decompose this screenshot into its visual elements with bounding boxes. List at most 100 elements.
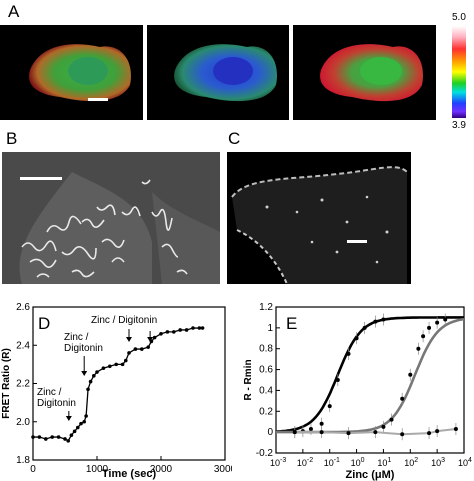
data-point [82, 419, 86, 424]
x-tick-label: 1000 [86, 464, 109, 475]
data-point [319, 430, 324, 435]
data-point [37, 435, 42, 439]
y-tick-label: -0.2 [256, 448, 274, 459]
y-tick-label: 1.8 [16, 455, 30, 466]
x-tick-exponent: 3 [441, 457, 445, 464]
data-point [159, 331, 163, 336]
x-tick-label: 102 [404, 457, 418, 468]
colorbar [452, 26, 466, 118]
data-point [95, 370, 99, 374]
data-point [362, 325, 367, 330]
data-point [427, 325, 432, 330]
cell-image [227, 152, 411, 284]
data-point [191, 326, 195, 330]
y-tick-label: 2.4 [16, 340, 30, 351]
panel-label-d: D [38, 314, 50, 333]
data-point [178, 328, 182, 332]
data-point [373, 319, 378, 324]
x-tick-exponent: -1 [334, 457, 340, 464]
data-point [197, 326, 202, 330]
data-point [308, 427, 313, 432]
data-point [146, 345, 150, 349]
fit-curve [275, 316, 464, 433]
annotation-label: Zinc / [37, 387, 62, 398]
x-tick-exponent: 1 [387, 457, 391, 464]
arrow-head [81, 371, 88, 376]
y-tick-label: 2.0 [16, 417, 30, 428]
data-point [408, 372, 413, 377]
x-tick-label: 100 [351, 457, 365, 468]
data-point [292, 430, 297, 435]
data-point [354, 336, 359, 341]
plot-frame [275, 306, 465, 454]
fret-image-1 [0, 25, 143, 120]
scale-bar [88, 98, 108, 101]
arrow-head [126, 337, 132, 342]
data-point [200, 326, 205, 330]
data-point [443, 317, 448, 322]
x-tick-exponent: 4 [468, 457, 472, 464]
data-point [346, 431, 351, 436]
data-point [421, 334, 426, 339]
x-tick-label: 0 [30, 464, 36, 475]
data-point [149, 339, 154, 344]
mitochondria-image [2, 152, 220, 284]
scale-bar [20, 177, 62, 180]
x-tick-label: 3000 [214, 464, 232, 475]
data-point [79, 421, 83, 426]
scale-bar [347, 240, 367, 243]
x-axis-label: Time (sec) [102, 468, 157, 480]
fret-image-2 [147, 25, 289, 120]
data-point [31, 435, 35, 439]
fret-image-3 [293, 25, 436, 120]
data-point [114, 362, 118, 367]
panel-label-e: E [286, 314, 297, 333]
fret-time-course-chart: 01000200030001.82.02.22.42.6 Zinc /Digit… [1, 302, 232, 480]
y-tick-label: 2.2 [16, 379, 30, 390]
data-point [172, 330, 176, 334]
panel-label-b: B [6, 129, 18, 148]
y-axis-label: R - Rmin [243, 359, 254, 400]
y-axis-label: FRET Ratio (R) [1, 348, 12, 419]
colorbar-min-label: 3.9 [452, 120, 466, 131]
data-point [76, 425, 80, 430]
data-point [101, 366, 106, 370]
y-tick-label: 1 [267, 323, 273, 334]
y-tick-label: 0 [267, 427, 273, 438]
data-point [427, 431, 432, 436]
data-point [72, 429, 77, 434]
x-tick-label: 104 [458, 457, 472, 468]
x-tick-label: 2000 [150, 464, 173, 475]
data-point [92, 374, 96, 378]
data-point [389, 417, 394, 422]
data-point [152, 335, 157, 340]
data-point [165, 330, 170, 334]
data-point [381, 424, 386, 429]
data-point [69, 433, 74, 437]
data-point [400, 396, 405, 401]
data-point [127, 351, 131, 355]
data-point [66, 439, 70, 443]
annotation-label: Zinc / Digitonin [91, 315, 157, 326]
data-point [88, 379, 93, 384]
y-tick-label: 1.2 [259, 302, 273, 313]
data-point [416, 346, 421, 351]
fit-curve [276, 317, 465, 434]
data-point [435, 320, 440, 325]
data-point [453, 427, 458, 432]
panel-label-a: A [8, 2, 20, 21]
data-point [435, 429, 440, 434]
panel-label-c: C [228, 129, 241, 148]
data-point [381, 317, 386, 322]
data-point [56, 435, 61, 439]
data-point [335, 378, 340, 382]
x-tick-label: 10-3 [270, 457, 286, 468]
arrow-head [65, 416, 72, 421]
annotation-label: Digitonin [37, 398, 76, 409]
x-tick-label: 103 [431, 457, 445, 468]
data-point [133, 347, 138, 351]
x-tick-exponent: 0 [361, 457, 365, 464]
annotation-label: Digitonin [64, 343, 103, 354]
zinc-titration-chart: 10-3 10-2 10-1 100 101 102 103 104-0.200.20.40.… [243, 302, 472, 481]
y-tick-label: 0.6 [259, 365, 273, 376]
